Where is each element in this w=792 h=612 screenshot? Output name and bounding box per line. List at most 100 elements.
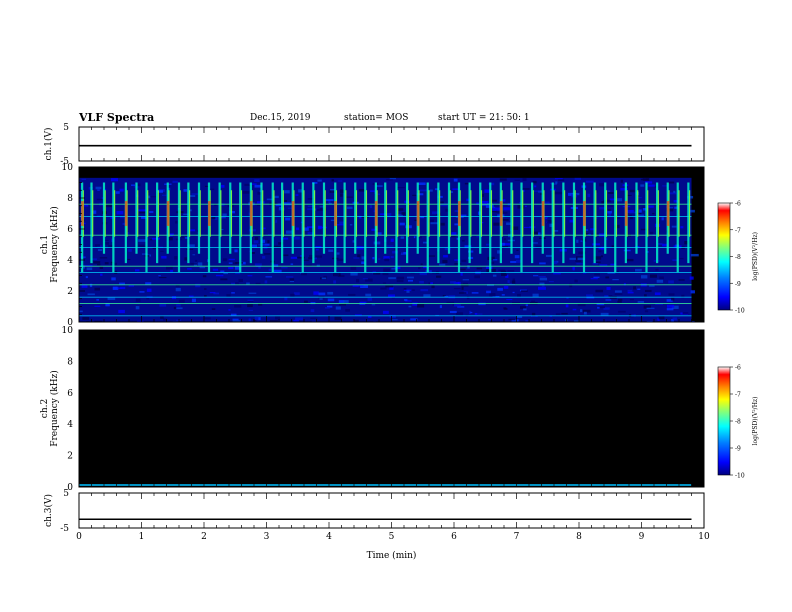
noise-speckle: [537, 232, 541, 235]
noise-speckle: [258, 317, 261, 321]
noise-speckle: [637, 214, 645, 217]
noise-speckle: [644, 181, 653, 184]
noise-speckle: [641, 275, 648, 279]
noise-speckle: [175, 307, 183, 310]
noise-speckle: [273, 269, 282, 273]
noise-speckle: [328, 249, 334, 252]
noise-speckle: [221, 184, 225, 188]
noise-speckle: [512, 291, 515, 294]
noise-speckle: [515, 259, 522, 263]
noise-speckle: [450, 236, 456, 238]
y-axis-label: ch.1(V): [43, 128, 54, 161]
noise-speckle: [382, 310, 389, 314]
x-tick-label: 6: [451, 532, 457, 542]
burst-peak: [249, 201, 253, 226]
noise-speckle: [264, 280, 268, 284]
noise-speckle: [93, 261, 101, 264]
burst-peak: [666, 201, 670, 226]
noise-speckle: [525, 304, 529, 307]
noise-speckle: [316, 208, 325, 211]
noise-speckle: [301, 272, 307, 276]
noise-speckle: [138, 244, 145, 247]
noise-speckle: [160, 250, 164, 252]
noise-speckle: [97, 215, 101, 217]
noise-speckle: [315, 245, 322, 248]
noise-speckle: [481, 200, 489, 204]
noise-speckle: [400, 236, 405, 239]
y-axis-label: ch.3(V): [43, 494, 54, 527]
noise-speckle: [489, 293, 496, 297]
noise-speckle: [470, 311, 473, 314]
noise-speckle: [587, 193, 591, 198]
noise-speckle: [420, 216, 425, 219]
noise-speckle: [629, 189, 635, 193]
noise-speckle: [348, 293, 356, 296]
noise-speckle: [189, 195, 196, 198]
noise-speckle: [86, 267, 93, 271]
noise-speckle: [335, 306, 341, 310]
noise-speckle: [188, 295, 194, 297]
y-tick-label: 4: [67, 256, 73, 266]
noise-speckle: [620, 188, 628, 191]
noise-speckle: [637, 197, 642, 199]
noise-speckle: [511, 319, 519, 322]
noise-speckle: [641, 206, 648, 208]
noise-speckle: [323, 275, 327, 278]
noise-speckle: [354, 319, 359, 322]
noise-speckle: [532, 180, 537, 184]
noise-speckle: [340, 189, 346, 193]
noise-speckle: [644, 289, 652, 293]
noise-speckle: [235, 262, 244, 264]
noise-speckle: [234, 249, 238, 253]
noise-speckle: [361, 261, 365, 265]
noise-speckle: [566, 297, 569, 299]
noise-speckle: [623, 249, 631, 252]
noise-speckle: [275, 219, 278, 223]
noise-speckle: [159, 277, 167, 279]
noise-speckle: [82, 317, 90, 320]
noise-speckle: [368, 315, 372, 318]
noise-speckle: [498, 269, 506, 272]
noise-speckle: [401, 212, 406, 215]
noise-speckle: [244, 235, 252, 237]
noise-speckle: [604, 295, 609, 298]
noise-speckle: [222, 258, 227, 262]
noise-speckle: [345, 196, 353, 198]
noise-speckle: [445, 208, 450, 212]
noise-speckle: [97, 249, 103, 252]
noise-speckle: [485, 243, 491, 246]
noise-speckle: [396, 279, 404, 283]
noise-speckle: [596, 261, 601, 264]
noise-speckle: [655, 303, 663, 305]
y-tick-label: 6: [67, 389, 73, 399]
noise-speckle: [95, 186, 102, 190]
noise-speckle: [389, 178, 397, 180]
colorbar-tick-label: -9: [735, 446, 741, 453]
noise-speckle: [428, 219, 435, 223]
noise-speckle: [595, 289, 604, 293]
noise-speckle: [625, 258, 634, 262]
noise-speckle: [488, 319, 492, 321]
noise-speckle: [671, 305, 679, 309]
burst-peak: [458, 201, 461, 226]
noise-speckle: [386, 245, 394, 247]
noise-speckle: [136, 320, 144, 322]
noise-speckle: [431, 285, 435, 289]
y-tick-label: 10: [62, 163, 74, 173]
noise-speckle: [666, 304, 675, 308]
y-axis-label: Frequency (kHz): [49, 206, 60, 283]
noise-speckle: [590, 228, 597, 231]
noise-speckle: [147, 195, 151, 199]
noise-speckle: [94, 305, 101, 307]
noise-speckle: [248, 292, 257, 294]
noise-speckle: [469, 310, 472, 315]
noise-speckle: [492, 199, 497, 202]
noise-speckle: [547, 221, 554, 224]
noise-speckle: [467, 265, 470, 269]
noise-speckle: [248, 309, 253, 311]
noise-speckle: [464, 182, 470, 185]
noise-speckle: [585, 229, 589, 231]
noise-speckle: [509, 283, 515, 285]
noise-speckle: [503, 308, 508, 310]
noise-speckle: [690, 253, 699, 257]
